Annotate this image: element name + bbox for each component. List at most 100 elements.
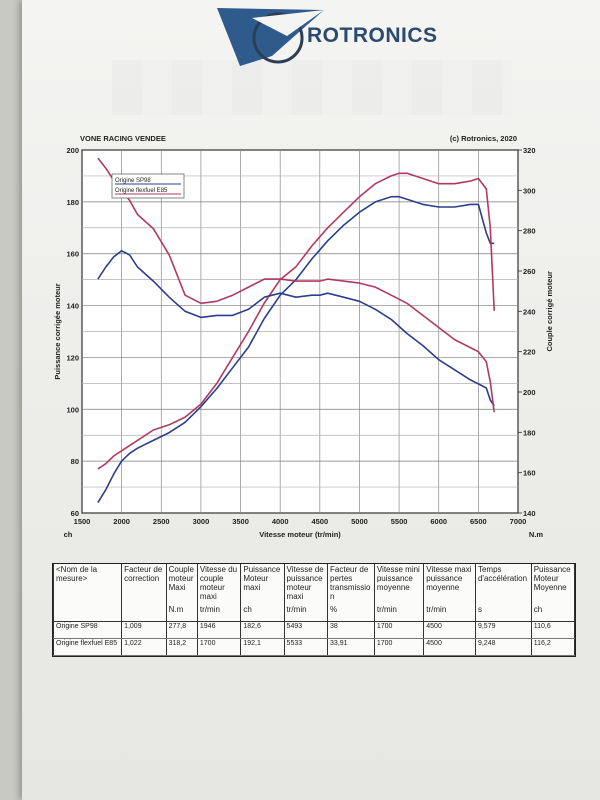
table-cell: 4500 (423, 638, 476, 656)
table-header-text: correction (124, 574, 160, 583)
table-header-text: puissance (426, 574, 463, 583)
table-header-text: Vitesse de (286, 565, 324, 574)
table-header-text: pertes (330, 574, 353, 583)
y-right-tick-label: 240 (523, 307, 536, 316)
paper-sheet: ROTRONICS VONE RACING VENDEE (c) Rotroni… (22, 0, 600, 800)
table-header-text: Vitesse maxi (426, 565, 472, 574)
x-tick-label: 2000 (113, 517, 130, 526)
table-header-text: Facteur de (330, 565, 369, 574)
y-left-tick-label: 80 (71, 457, 79, 466)
table-header-text: Couple (168, 565, 194, 574)
table-header-text: Vitesse mini (376, 565, 420, 574)
y-left-tick-label: 180 (66, 198, 79, 207)
table-header-text: moteur (199, 583, 225, 592)
x-tick-label: 4500 (311, 517, 328, 526)
table-cell: 1700 (373, 621, 425, 640)
table-unit-cell (121, 604, 167, 623)
legend-label: Origine flexfuel E85 (115, 188, 168, 194)
table-header-text: maxi (199, 592, 217, 601)
power-origine-sp98-line (97, 195, 495, 504)
table-cell: 110,6 (530, 621, 576, 640)
y-right-tick-label: 160 (523, 469, 536, 478)
table-unit-cell: tr/min (373, 604, 425, 623)
y-left-tick-label: 160 (66, 250, 79, 259)
table-cell: 33,91 (327, 638, 375, 656)
table-header-text: puissance (376, 574, 413, 583)
y-right-unit: N.m (529, 530, 544, 539)
y-left-tick-label: 60 (71, 509, 79, 518)
torque-origine-flexfuel-e85-line (97, 157, 495, 413)
x-tick-label: 5000 (351, 517, 368, 526)
rotronics-logo (212, 8, 472, 66)
x-tick-label: 3000 (193, 517, 210, 526)
table-header-text: <Nom de la (56, 565, 98, 574)
y-left-tick-label: 100 (66, 405, 79, 414)
table-header-text: Vitesse du (199, 565, 238, 574)
table-header-cell: Couple moteur Maxi (165, 564, 198, 605)
table-cell: 9,248 (474, 638, 532, 656)
table-header-text: Puissance (533, 565, 571, 574)
table-unit-cell: tr/min (423, 604, 476, 623)
table-cell: Origine flexfuel E85 (52, 638, 123, 656)
table-header-cell: Vitesse du couple moteur maxi (196, 564, 242, 605)
x-tick-label: 7000 (510, 517, 527, 526)
table-header-cell: Puissance Moteur Moyenne (530, 564, 576, 605)
table-header-text: maxi (243, 583, 261, 592)
y-left-axis-label: Puissance corrigée moteur (53, 283, 62, 379)
legend-label: Origine SP98 (115, 178, 151, 184)
y-right-tick-label: 280 (523, 227, 536, 236)
x-tick-label: 6500 (470, 517, 487, 526)
table-cell: 277,8 (165, 621, 198, 640)
table-row: Origine flexfuel E85 1,022 318,2 1700 192,1 5… (52, 638, 576, 656)
table-unit-cell: ch (530, 604, 576, 623)
table-header-cell: Vitesse de puissance moteur maxi (283, 564, 329, 605)
y-left-tick-label: 140 (66, 302, 79, 311)
chart-series (97, 157, 495, 504)
table-header-cell: Vitesse maxi puissance moyenne (423, 564, 476, 605)
table-header-text: puissance (286, 574, 323, 583)
y-right-tick-label: 260 (523, 267, 536, 276)
table-header-cell: Puissance Moteur maxi (240, 564, 285, 605)
table-header-cell: Vitesse mini puissance moyenne (373, 564, 425, 605)
table-header-cell: Facteur de pertes transmissio n (327, 564, 375, 605)
table-unit-cell: s (474, 604, 532, 623)
x-tick-label: 2500 (153, 517, 170, 526)
brand-name: ROTRONICS (307, 24, 438, 47)
table-header-text: d'accélération (477, 574, 528, 583)
table-cell: 9,579 (474, 621, 532, 640)
table-unit-cell: tr/min (196, 604, 242, 623)
table-header-text: Facteur de (124, 565, 163, 574)
table-cell: 182,6 (240, 621, 285, 640)
chart-title: VONE RACING VENDEE (80, 134, 166, 143)
table-cell: 192,1 (240, 638, 285, 656)
table-header-text: moyenne (376, 583, 410, 592)
table-header-text: Temps (477, 565, 502, 574)
y-right-tick-label: 320 (523, 146, 536, 155)
power-origine-flexfuel-e85-line (97, 172, 495, 470)
y-right-tick-label: 220 (523, 348, 536, 357)
table-header-text: Maxi (168, 583, 186, 592)
rotronics-logo-mark (217, 8, 324, 66)
y-right-tick-label: 300 (523, 186, 536, 195)
chart-copyright: (c) Rotronics, 2020 (450, 134, 517, 143)
table-header-cell: Temps d'accélération (474, 564, 532, 605)
table-header-text: moteur (168, 574, 194, 583)
torque-origine-sp98-line (97, 250, 495, 407)
chart-grid (81, 149, 519, 514)
table-header-text: moyenne (426, 583, 460, 592)
results-table-grid: <Nom de la mesure> Facteur de correction Cou… (52, 564, 576, 656)
table-cell: 1,009 (121, 621, 167, 640)
table-cell: 5533 (283, 638, 329, 656)
table-header-text: transmissio (330, 583, 371, 592)
table-header-text: maxi (286, 592, 304, 601)
table-cell: 4500 (423, 621, 476, 640)
table-header-text: Moteur (533, 574, 559, 583)
table-header-row: <Nom de la mesure> Facteur de correction Cou… (52, 564, 576, 605)
table-header-text: Puissance (243, 565, 281, 574)
table-units-row: N.m tr/min ch tr/min% tr/min tr/min s ch (52, 604, 576, 623)
table-cell: 1700 (196, 638, 242, 656)
table-header-text: Moteur (243, 574, 269, 583)
x-tick-label: 4000 (272, 517, 289, 526)
y-right-tick-label: 180 (523, 428, 536, 437)
table-cell: 1,022 (121, 638, 167, 656)
